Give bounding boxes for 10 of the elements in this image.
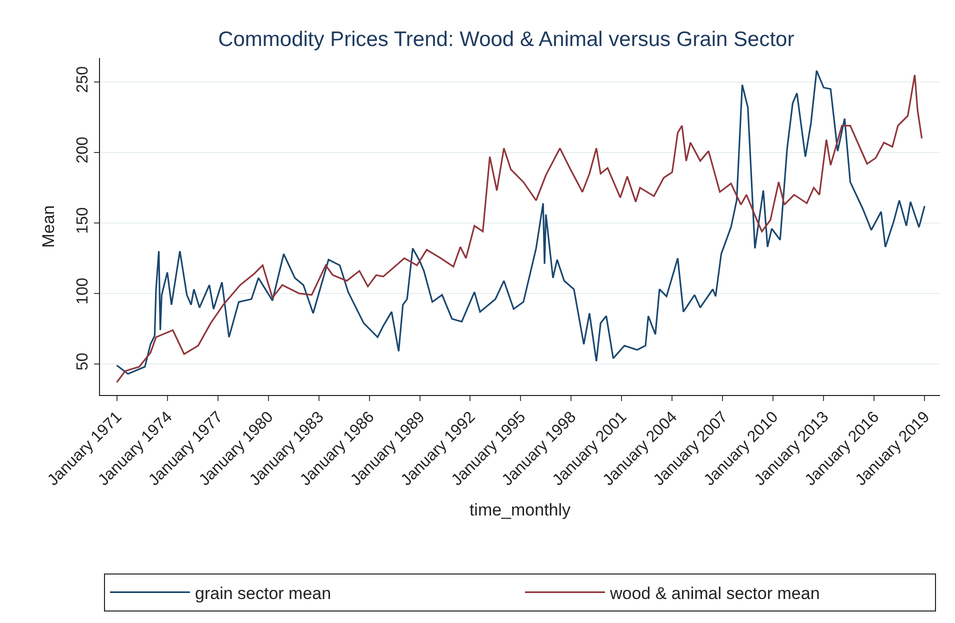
y-tick-label: 200 — [74, 136, 92, 164]
legend-label: wood & animal sector mean — [609, 584, 820, 603]
y-tick-label: 100 — [74, 278, 92, 304]
y-tick-label: 50 — [74, 352, 92, 370]
y-tick-label: 250 — [74, 66, 92, 93]
chart-title: Commodity Prices Trend: Wood & Animal versus Grain Sector — [218, 28, 794, 51]
x-axis-title: time_monthly — [469, 500, 572, 520]
y-axis-title: Mean — [39, 205, 58, 248]
legend-label: grain sector mean — [195, 584, 332, 603]
y-tick-label: 150 — [74, 207, 92, 234]
